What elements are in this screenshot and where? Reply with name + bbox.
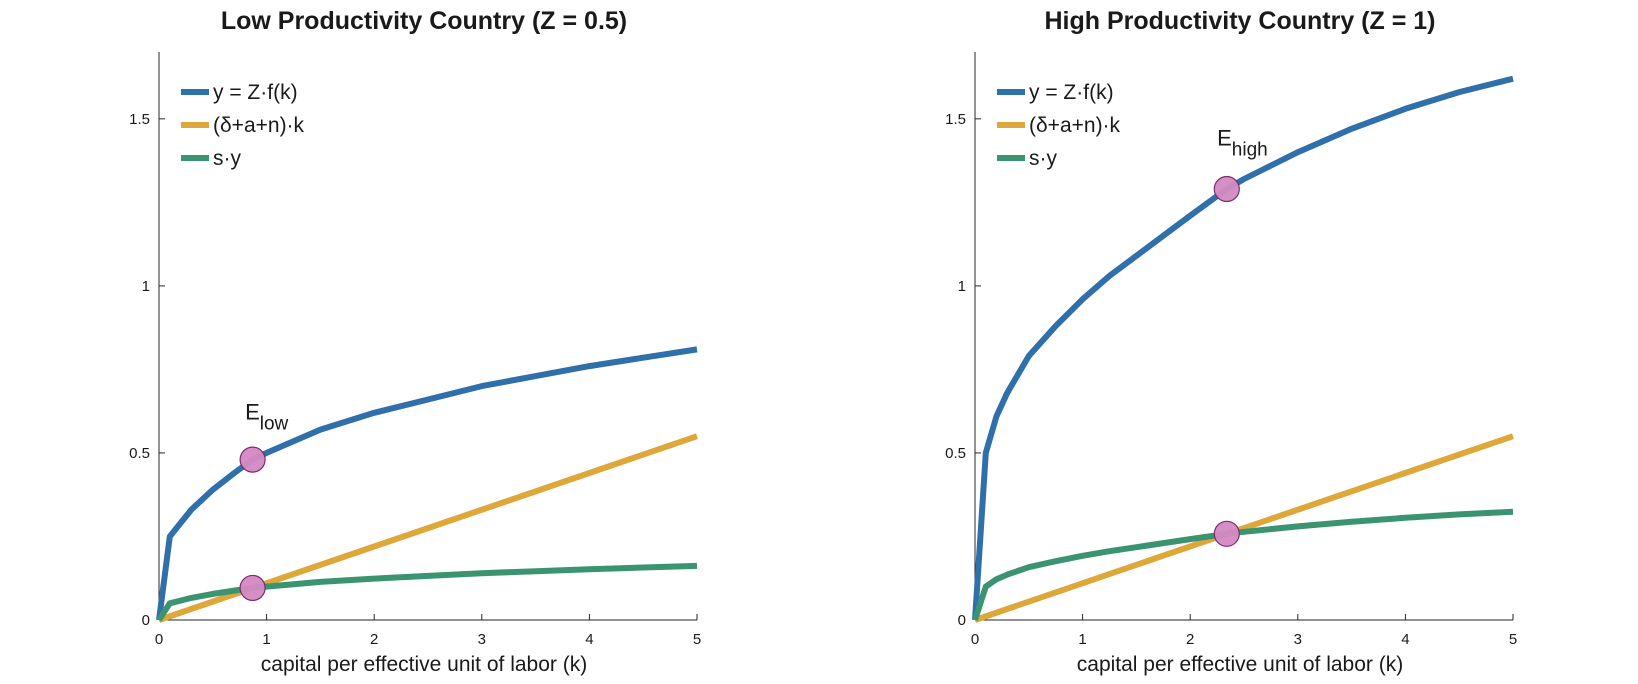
equilibrium-marker [239, 574, 266, 602]
x-tick-label: 5 [693, 631, 701, 648]
legend-label: y = Z·f(k) [213, 81, 298, 104]
equilibrium-label-subscript: low [260, 414, 289, 435]
legend-label: s·y [213, 147, 241, 170]
equilibrium-markers [239, 446, 266, 602]
equilibrium-marker [239, 446, 266, 473]
equilibrium-label-main: E [1217, 126, 1232, 151]
y-tick-label: 0 [958, 612, 966, 629]
legend-label: s·y [1029, 147, 1057, 170]
legend-label: (δ+a+n)·k [1029, 114, 1121, 137]
y-tick-label: 0.5 [129, 445, 150, 462]
x-tick-label: 5 [1509, 631, 1517, 648]
y-ticks: 0 0.5 1 1.5 [129, 111, 165, 629]
series-line-1 [156, 346, 698, 621]
x-tick-label: 4 [585, 631, 593, 648]
x-tick-label: 3 [1294, 631, 1302, 648]
equilibrium-label: Ehigh [1217, 126, 1268, 161]
y-ticks: 0 0.5 1 1.5 [945, 111, 981, 629]
legend: y = Z·f(k) (δ+a+n)·k s·y [997, 81, 1121, 170]
equilibrium-marker [1213, 520, 1240, 547]
x-tick-label: 3 [478, 631, 486, 648]
x-tick-label: 4 [1401, 631, 1409, 648]
y-tick-label: 0.5 [945, 445, 966, 462]
equilibrium-label: Elow [245, 400, 288, 435]
equilibrium-label-subscript: high [1232, 140, 1268, 161]
x-tick-label: 1 [262, 631, 270, 648]
y-tick-label: 1.5 [129, 111, 150, 128]
legend: y = Z·f(k) (δ+a+n)·k s·y [181, 81, 305, 170]
equilibrium-marker [1213, 175, 1240, 203]
x-axis-label: capital per effective unit of labor (k) [1077, 653, 1403, 676]
series-line-3 [972, 508, 1514, 621]
series-line-1 [972, 75, 1514, 621]
annotations: Ehigh [1217, 126, 1268, 161]
x-ticks: 0 1 2 3 4 5 [155, 614, 701, 648]
equilibrium-markers [1213, 175, 1240, 547]
series-line-2 [974, 433, 1514, 623]
x-tick-label: 0 [155, 631, 163, 648]
x-tick-label: 2 [1186, 631, 1194, 648]
series-line-3 [156, 562, 698, 622]
chart-title: High Productivity Country (Z = 1) [1045, 7, 1436, 35]
chart-title: Low Productivity Country (Z = 0.5) [221, 7, 627, 35]
axes [158, 52, 697, 621]
y-tick-label: 0 [142, 612, 150, 629]
x-tick-label: 2 [370, 631, 378, 648]
panel-high-productivity: High Productivity Country (Z = 1) capita… [945, 7, 1517, 676]
legend-label: y = Z·f(k) [1029, 81, 1114, 104]
x-axis-label: capital per effective unit of labor (k) [261, 653, 587, 676]
legend-label: (δ+a+n)·k [213, 114, 305, 137]
axes [974, 52, 1513, 621]
y-tick-label: 1 [142, 278, 150, 295]
y-tick-label: 1.5 [945, 111, 966, 128]
series-group [972, 75, 1514, 623]
x-tick-label: 0 [971, 631, 979, 648]
x-ticks: 0 1 2 3 4 5 [971, 614, 1517, 648]
y-tick-label: 1 [958, 278, 966, 295]
annotations: Elow [245, 400, 288, 435]
equilibrium-label-main: E [245, 400, 260, 425]
panel-low-productivity: Low Productivity Country (Z = 0.5) capit… [129, 7, 701, 676]
series-group [156, 346, 698, 623]
x-tick-label: 1 [1078, 631, 1086, 648]
